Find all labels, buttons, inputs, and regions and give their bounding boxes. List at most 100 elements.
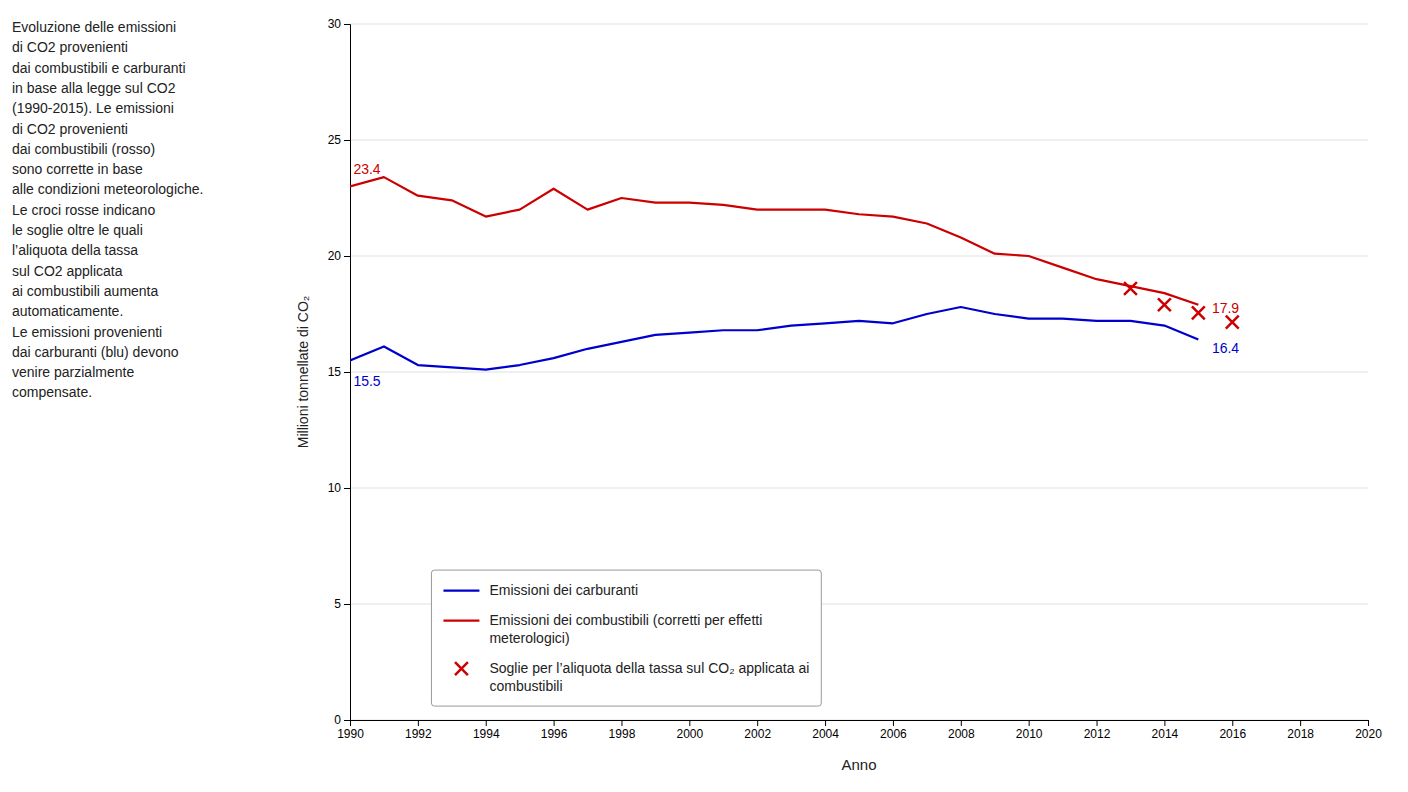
tick: 1996 — [541, 720, 568, 741]
tick-label: 2018 — [1287, 727, 1314, 741]
tick: 0 — [334, 713, 350, 727]
tick-label: 1996 — [541, 727, 568, 741]
legend-label: Emissioni dei combustibili (corretti per… — [489, 612, 762, 646]
caption-line: Le emissioni provenienti — [12, 324, 162, 340]
grid-line — [350, 372, 1368, 373]
tick-mark — [1097, 720, 1098, 726]
tick-mark — [825, 720, 826, 726]
tick: 2020 — [1355, 720, 1382, 741]
tick-mark — [344, 372, 350, 373]
caption-line: automaticamente. — [12, 303, 123, 319]
tick-label: 2014 — [1152, 727, 1179, 741]
tick: 2016 — [1219, 720, 1246, 741]
tick-mark — [1232, 720, 1233, 726]
tick-label: 2010 — [1016, 727, 1043, 741]
caption-line: venire parzialmente — [12, 364, 134, 380]
legend-label-line: Soglie per l’aliquota della tassa sul CO… — [489, 660, 809, 676]
legend-item: Emissioni dei carburanti — [443, 582, 638, 598]
tick-label: 2006 — [880, 727, 907, 741]
caption-line: compensate. — [12, 384, 92, 400]
caption-line: di CO2 provenienti — [12, 39, 128, 55]
tick-mark — [418, 720, 419, 726]
tick-mark — [344, 256, 350, 257]
tick-mark — [1164, 720, 1165, 726]
tick-label: 1992 — [405, 727, 432, 741]
legend-swatch — [443, 589, 479, 591]
tick-label: 10 — [328, 481, 342, 495]
tick-label: 0 — [334, 713, 341, 727]
legend-items: Emissioni dei carburanti Emissioni dei co… — [443, 582, 809, 694]
tick-label: 2002 — [744, 727, 771, 741]
tick-mark — [486, 720, 487, 726]
tick: 1992 — [405, 720, 432, 741]
caption-line: di CO2 provenienti — [12, 121, 128, 137]
tick-mark — [1300, 720, 1301, 726]
caption-line: ai combustibili aumenta — [12, 283, 159, 299]
y-axis: 0 5 10 15 20 25 30 — [328, 17, 351, 727]
tick: 2018 — [1287, 720, 1314, 741]
x-axis-title: Anno — [841, 756, 876, 773]
tick-mark — [961, 720, 962, 726]
y-axis-title: Millioni tonnellate di CO₂ — [295, 296, 311, 449]
caption-line: dai carburanti (blu) devono — [12, 344, 179, 360]
tick: 2014 — [1152, 720, 1179, 741]
tick-label: 15 — [328, 365, 342, 379]
marks — [350, 177, 1239, 370]
tick-label: 2012 — [1084, 727, 1111, 741]
caption: Evoluzione delle emissioni di CO2 proveni… — [12, 19, 203, 400]
grid-line — [350, 256, 1368, 257]
caption-line: dai combustibili (rosso) — [12, 141, 155, 157]
legend-label-line: Emissioni dei combustibili (corretti per… — [489, 612, 762, 628]
tick-label: 25 — [328, 133, 342, 147]
series-marker — [1158, 298, 1171, 311]
tick: 2004 — [812, 720, 839, 741]
series-marker — [1124, 282, 1137, 295]
tick-mark — [344, 140, 350, 141]
tick: 1990 — [337, 720, 364, 741]
series-marker — [1192, 306, 1205, 319]
legend-label-line: combustibili — [489, 678, 562, 694]
caption-line: l’aliquota della tassa — [12, 242, 138, 258]
series-line — [350, 177, 1198, 305]
x-axis: 1990 1992 1994 1996 1998 2000 2002 2004 2006 2008… — [337, 720, 1382, 741]
grid-line — [350, 488, 1368, 489]
tick-label: 30 — [328, 17, 342, 31]
tick: 20 — [328, 249, 350, 263]
tick: 1998 — [609, 720, 636, 741]
caption-line: alle condizioni meteorologiche. — [12, 181, 203, 197]
caption-line: Evoluzione delle emissioni — [12, 19, 176, 35]
annotation: 15.5 — [353, 373, 380, 389]
tick-label: 20 — [328, 249, 342, 263]
tick: 30 — [328, 17, 350, 31]
tick-label: 2000 — [676, 727, 703, 741]
legend-item: Emissioni dei combustibili (corretti per… — [443, 612, 762, 646]
tick-label: 2016 — [1219, 727, 1246, 741]
legend-swatch — [455, 662, 468, 675]
annotation: 17.9 — [1212, 300, 1239, 316]
axis-line — [351, 721, 1369, 727]
caption-line: in base alla legge sul CO2 — [12, 80, 176, 96]
legend-item: Soglie per l’aliquota della tassa sul CO… — [455, 660, 809, 694]
tick: 2010 — [1016, 720, 1043, 741]
tick-label: 1990 — [337, 727, 364, 741]
tick-mark — [893, 720, 894, 726]
tick: 2008 — [948, 720, 975, 741]
caption-line: (1990-2015). Le emissioni — [12, 100, 174, 116]
tick: 1994 — [473, 720, 500, 741]
grid-line — [350, 24, 1368, 25]
tick-label: 2020 — [1355, 727, 1382, 741]
annotation: 23.4 — [353, 161, 380, 177]
legend-label-line: meterologici) — [489, 630, 569, 646]
legend-frame — [431, 570, 821, 706]
tick-mark — [344, 24, 350, 25]
tick: 10 — [328, 481, 350, 495]
legend-label-line: Emissioni dei carburanti — [489, 582, 638, 598]
caption-line: le soglie oltre le quali — [12, 222, 143, 238]
tick-mark — [757, 720, 758, 726]
tick: 2002 — [744, 720, 771, 741]
grid-line — [350, 140, 1368, 141]
tick: 25 — [328, 133, 350, 147]
legend-swatch — [443, 619, 479, 621]
tick-mark — [344, 720, 350, 721]
tick: 5 — [334, 597, 350, 611]
